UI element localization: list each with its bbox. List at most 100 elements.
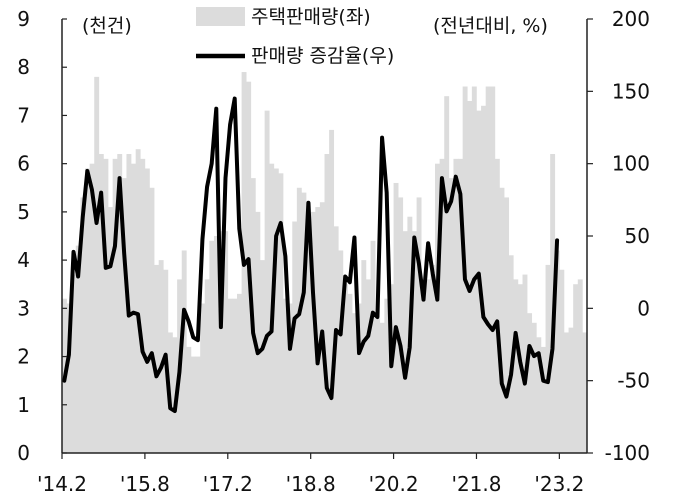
bar: [568, 327, 574, 453]
left-tick-label: 0: [17, 441, 30, 465]
bar: [398, 197, 404, 453]
bar: [98, 154, 104, 453]
left-axis-ticks: 0 1 2 3 4 5 6 7 8 9: [17, 7, 67, 465]
bar: [582, 332, 588, 453]
bar: [494, 158, 500, 453]
bar: [458, 158, 463, 453]
bar: [135, 149, 141, 453]
legend-bar-label: 주택판매량(좌): [251, 6, 371, 28]
bar: [149, 187, 155, 453]
right-tick-label: 50: [625, 224, 650, 248]
bar: [370, 240, 376, 453]
bar: [554, 250, 560, 453]
bar: [352, 313, 358, 453]
x-tick-label: '15.8: [120, 472, 170, 496]
bar: [388, 284, 394, 453]
bar: [213, 236, 219, 453]
legend-line-label: 판매량 증감율(우): [251, 45, 394, 67]
bar: [448, 178, 454, 453]
bar: [573, 284, 579, 453]
bar: [94, 76, 100, 454]
bar: [444, 96, 450, 453]
left-tick-label: 7: [17, 103, 30, 127]
bar: [158, 260, 164, 453]
bar: [412, 231, 417, 453]
right-tick-label: 100: [612, 152, 650, 176]
left-tick-label: 8: [17, 55, 30, 79]
bar: [117, 154, 123, 453]
bar: [227, 298, 233, 453]
left-tick-label: 9: [17, 7, 30, 31]
bar: [356, 303, 362, 453]
bar: [301, 192, 307, 453]
bar: [379, 322, 385, 453]
bar: [536, 337, 542, 453]
bar: [531, 322, 537, 453]
bar: [89, 163, 95, 454]
bar: [144, 168, 150, 454]
left-tick-label: 3: [17, 296, 30, 320]
left-axis-unit-label: (천건): [82, 15, 132, 37]
bar: [209, 240, 215, 453]
left-tick-label: 6: [17, 152, 30, 176]
bar: [218, 231, 224, 453]
right-tick-label: 150: [612, 79, 650, 103]
bar: [108, 207, 113, 453]
x-axis-ticks: '14.2 '15.8 '17.2 '18.8 '20.2 '21.8 '23.2: [37, 453, 584, 496]
bar: [467, 100, 473, 453]
bar: [181, 250, 187, 453]
x-tick-label: '23.2: [534, 472, 584, 496]
bar: [296, 187, 302, 453]
bar: [103, 158, 109, 453]
bar: [75, 245, 81, 453]
bar: [186, 346, 192, 453]
bar: [204, 279, 210, 453]
bar: [365, 279, 371, 453]
bar: [85, 168, 90, 454]
bar: [508, 255, 514, 453]
bar: [425, 279, 431, 453]
bar: [540, 346, 546, 453]
bar: [435, 163, 440, 454]
bar: [237, 293, 242, 453]
right-axis-ticks: -100 -50 0 50 100 150 200: [587, 7, 650, 465]
bar: [273, 168, 279, 454]
bar: [342, 284, 348, 453]
bar: [71, 274, 77, 453]
bar: [402, 231, 408, 453]
x-tick-label: '14.2: [37, 472, 87, 496]
bar: [287, 303, 293, 453]
bar: [121, 178, 127, 453]
bar: [190, 356, 196, 453]
bar: [278, 173, 284, 453]
right-tick-label: -50: [617, 369, 650, 393]
bar: [140, 158, 146, 453]
bar: [80, 197, 86, 453]
bar: [66, 303, 72, 453]
bar: [195, 356, 201, 453]
bar: [154, 264, 160, 453]
bar: [112, 158, 118, 453]
bar: [324, 154, 330, 453]
bar: [347, 293, 353, 453]
bar: [329, 129, 335, 453]
bar: [453, 158, 459, 453]
bar: [393, 182, 399, 453]
bar: [223, 231, 229, 453]
x-tick-label: '20.2: [369, 472, 419, 496]
legend: 주택판매량(좌) 판매량 증감율(우): [196, 6, 394, 67]
right-tick-label: 200: [612, 7, 650, 31]
bar: [430, 264, 436, 453]
bar: [499, 187, 505, 453]
bar: [310, 211, 316, 453]
bar: [200, 303, 206, 453]
bar: [264, 110, 270, 454]
legend-bar-swatch: [196, 7, 245, 26]
bar: [421, 289, 427, 453]
bar: [283, 298, 288, 453]
bar: [306, 202, 311, 453]
bar: [319, 202, 325, 453]
right-tick-label: -100: [605, 441, 650, 465]
left-tick-label: 4: [17, 248, 30, 272]
bar: [559, 269, 565, 453]
